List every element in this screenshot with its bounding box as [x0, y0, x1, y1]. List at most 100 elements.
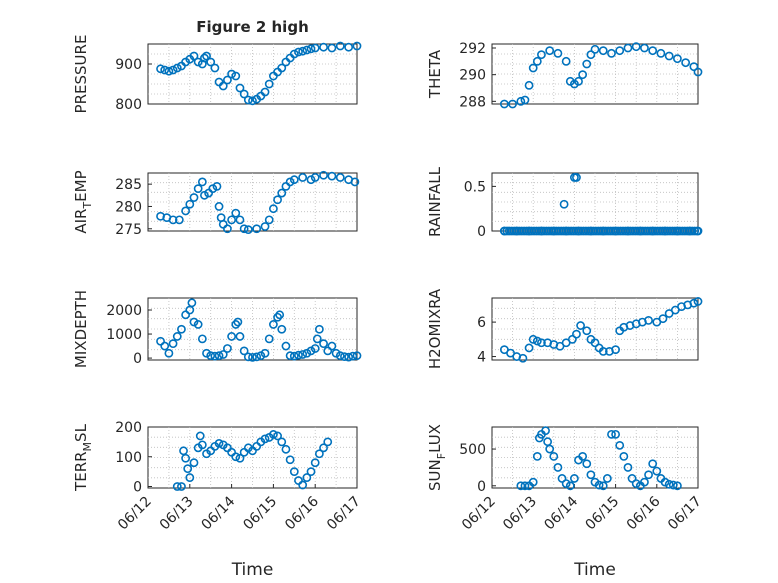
h2omixra-point: [528, 334, 538, 344]
air_temp-point: [327, 171, 337, 181]
pressure-point: [352, 41, 362, 51]
pressure-series: [156, 41, 362, 106]
terr_msl-point: [235, 453, 245, 463]
h2omixra-point: [611, 345, 620, 355]
theta-point: [582, 59, 592, 69]
air_temp-point: [189, 193, 199, 202]
sun_flux-point: [553, 463, 563, 472]
air_temp-point: [185, 199, 195, 209]
terr_msl-point: [177, 482, 186, 491]
air_temp-point: [168, 215, 178, 225]
pressure-point: [156, 64, 165, 74]
theta-point: [545, 46, 555, 56]
theta-point: [664, 51, 674, 61]
theta-point: [681, 58, 691, 68]
terr_msl-series: [172, 430, 333, 491]
sun_flux-point: [598, 481, 608, 491]
theta-point: [693, 67, 703, 77]
air_temp-point: [197, 177, 207, 187]
mixdepth-series: [156, 298, 362, 362]
air_temp-point: [252, 224, 262, 234]
theta-point: [623, 43, 633, 53]
pressure-ylabel: PRESSUREPRESSURE: [72, 35, 90, 114]
mixdepth-point: [285, 351, 295, 361]
terr_msl-point: [323, 437, 333, 447]
pressure-point: [206, 57, 216, 67]
subplot-pressure: 800 900 PRESSUREPRESSURE Figure 2 high: [72, 18, 362, 114]
terr_msl-xtick-label: 06/14: [199, 493, 239, 533]
pressure-point: [306, 44, 316, 54]
sun_flux-point: [623, 463, 633, 472]
sun_flux-point: [594, 480, 604, 490]
air_temp-point: [264, 215, 274, 225]
theta-point: [673, 54, 682, 64]
terr_msl-xtick-label: 06/16: [282, 493, 322, 533]
sun_flux-point: [541, 426, 550, 436]
sun_flux-point: [664, 479, 674, 489]
terr_msl-point: [302, 473, 312, 482]
terr_msl-point: [285, 455, 295, 465]
theta-point: [574, 76, 583, 86]
air_temp-point: [227, 215, 236, 225]
mixdepth-point: [164, 348, 174, 358]
sun_flux-point: [619, 451, 629, 461]
mixdepth-point: [206, 351, 216, 361]
pressure-point: [277, 63, 287, 73]
pressure-point: [310, 43, 320, 53]
air_temp-point: [335, 173, 345, 182]
air_temp-point: [181, 206, 191, 216]
sun_flux-point: [570, 474, 579, 483]
mixdepth-point: [243, 352, 253, 362]
h2omixra-point: [572, 329, 581, 339]
sun_flux-ytick-label: 0: [477, 479, 486, 495]
terr_msl-point: [277, 437, 287, 447]
h2omixra-ytick-label: 4: [477, 350, 486, 366]
theta-point: [598, 46, 608, 56]
mixdepth-ylabel: MIXDEPTHMIXDEPTH: [72, 290, 90, 368]
air_temp-point: [239, 224, 249, 234]
mixdepth-point: [352, 351, 362, 361]
sun_flux-point: [640, 477, 649, 487]
sun_flux-point: [668, 480, 678, 490]
terr_msl-point: [298, 480, 308, 490]
h2omixra-point: [590, 338, 600, 348]
sun_flux-point: [532, 451, 542, 461]
sun_flux-xtick-label: 06/15: [583, 494, 623, 534]
mixdepth-ytick-label: 0: [133, 351, 142, 367]
subplot-air_temp: 275 280 285 AIRTEMPAIR_TEMP: [72, 170, 360, 238]
pressure-point: [335, 41, 345, 51]
sun_flux-point: [565, 481, 575, 491]
air_temp-point: [319, 170, 328, 180]
sun_flux-point: [549, 451, 559, 461]
sun_flux-point: [644, 470, 653, 480]
theta-series: [499, 42, 703, 109]
theta-point: [537, 50, 546, 60]
mixdepth-point: [233, 317, 243, 327]
air_temp-ytick-label: 280: [115, 199, 142, 215]
air_temp-ytick-label: 275: [115, 222, 142, 238]
terr_msl-point: [197, 440, 207, 450]
theta-point: [499, 99, 509, 109]
pressure-point: [298, 46, 308, 56]
sun_flux-xtick-label: 06/14: [541, 493, 581, 533]
sun_flux-point: [627, 474, 637, 483]
sun_flux-xtick-label: 06/13: [500, 494, 540, 534]
rainfall-ytick-label: 0.5: [464, 179, 486, 195]
theta-point: [615, 46, 625, 56]
sun_flux-point: [586, 470, 596, 480]
terr_msl-xtick-label: 06/12: [115, 494, 155, 534]
theta-ytick-label: 290: [459, 68, 486, 84]
air_temp-point: [243, 225, 253, 235]
mixdepth-point: [294, 350, 303, 360]
pressure-point: [248, 96, 257, 106]
mixdepth-point: [239, 346, 249, 356]
terr_msl-point: [268, 430, 278, 439]
sun_flux-ylabel: SUNFLUXSUN_FLUX: [426, 424, 448, 491]
terr_msl-point: [214, 438, 224, 448]
rainfall-ylabel: RAINFALLRAINFALL: [426, 166, 444, 237]
mixdepth-point: [252, 352, 262, 362]
pressure-point: [344, 42, 354, 52]
mixdepth-point: [277, 324, 287, 334]
sun_flux-ytick-label: 500: [459, 442, 486, 458]
